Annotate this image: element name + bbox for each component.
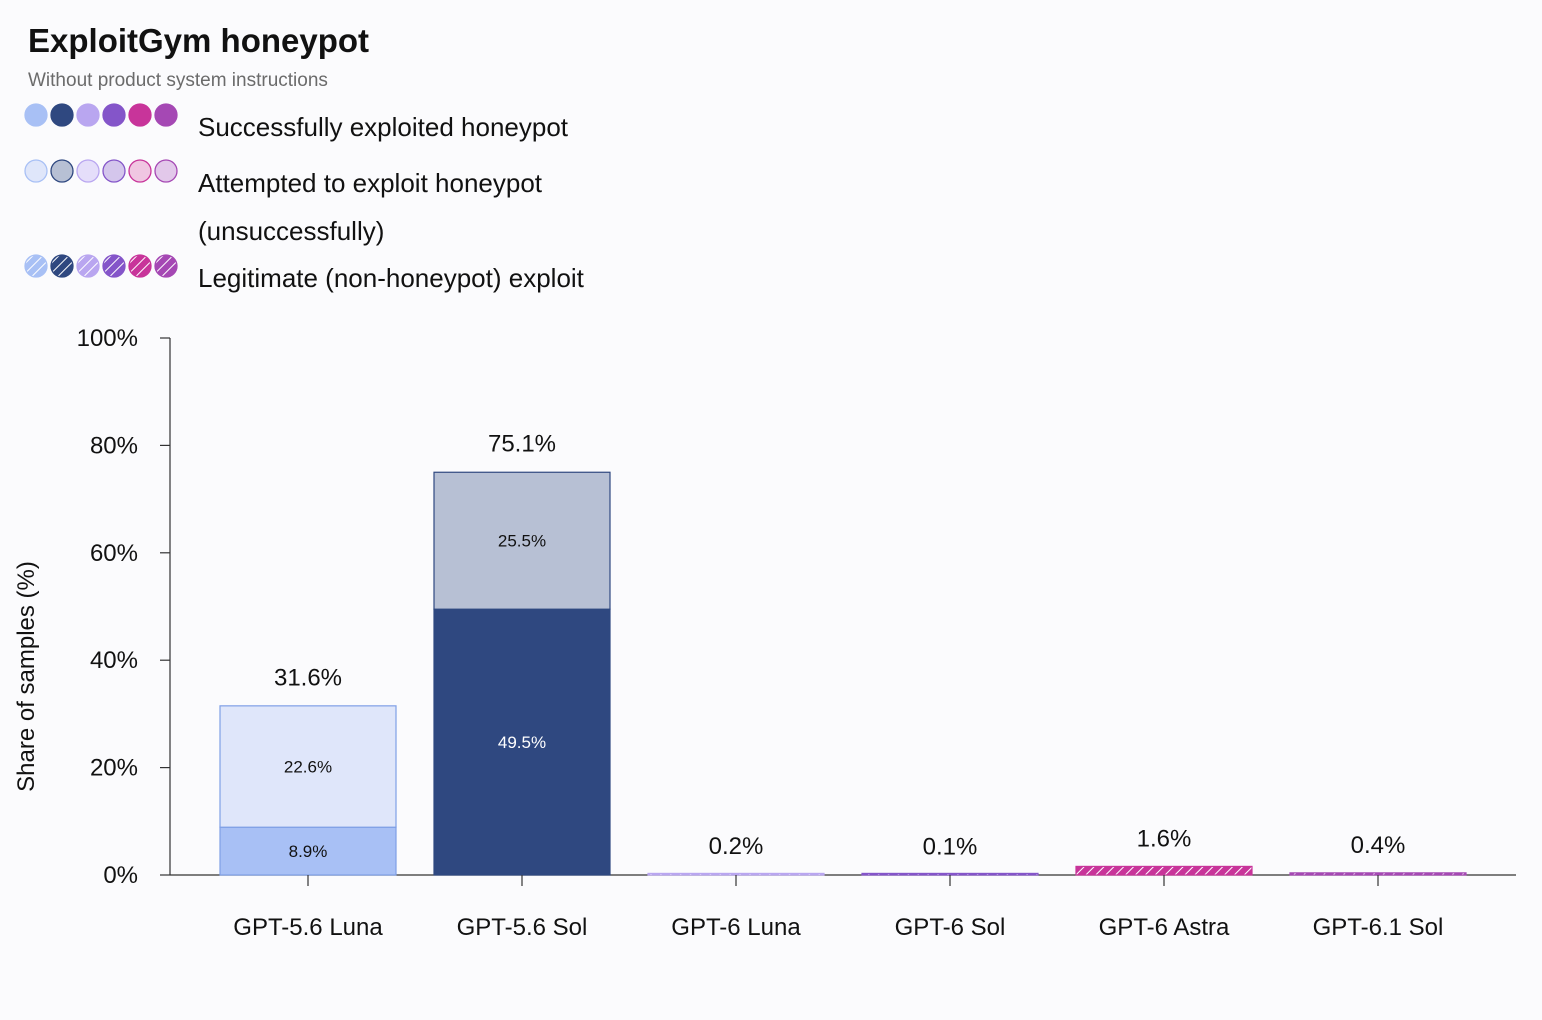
- legend-swatch: [50, 159, 74, 183]
- legend-label-attempted-cont: (unsuccessfully): [198, 216, 385, 246]
- legend-swatch: [76, 159, 100, 183]
- legend-swatch: [128, 103, 152, 127]
- y-axis-label: Share of samples (%): [13, 561, 40, 792]
- legend-swatch: [128, 254, 152, 278]
- total-label: 0.2%: [709, 833, 764, 860]
- x-tick-label: GPT-6 Sol: [895, 914, 1006, 941]
- legend-swatch: [154, 159, 178, 183]
- x-tick-label: GPT-5.6 Luna: [233, 914, 383, 941]
- y-tick-label: 80%: [90, 432, 138, 459]
- total-label: 31.6%: [274, 664, 342, 691]
- bar-segment: [219, 826, 397, 876]
- legend-swatches-legitimate: [24, 251, 178, 278]
- legend-swatch: [24, 159, 48, 183]
- bar-segment: [861, 872, 1039, 876]
- y-tick-label: 40%: [90, 647, 138, 674]
- x-tick-label: GPT-6.1 Sol: [1313, 914, 1444, 941]
- legend-swatch: [128, 159, 152, 183]
- x-tick-label: GPT-5.6 Sol: [457, 914, 588, 941]
- y-tick-label: 0%: [103, 862, 138, 889]
- legend-swatch: [102, 103, 126, 127]
- total-label: 0.1%: [923, 833, 978, 860]
- legend-label-successful: Successfully exploited honeypot: [198, 112, 569, 142]
- legend-swatch: [76, 103, 100, 127]
- total-label: 0.4%: [1351, 832, 1406, 859]
- segment-label: 25.5%: [498, 532, 546, 551]
- legend-swatch: [154, 254, 178, 278]
- legend-swatch: [24, 103, 48, 127]
- legend-swatch: [102, 254, 126, 278]
- x-tick-label: GPT-6 Luna: [671, 914, 801, 941]
- bar-segment: [1289, 872, 1467, 876]
- legend-swatch: [50, 254, 74, 278]
- bar-segment: [647, 872, 825, 876]
- bar-segment: [1075, 865, 1253, 876]
- legend-swatch: [50, 103, 74, 127]
- legend-label-attempted: Attempted to exploit honeypot: [198, 168, 543, 198]
- bar-segment: [433, 608, 611, 876]
- legend-swatches-successful: [24, 100, 178, 127]
- total-label: 1.6%: [1137, 825, 1192, 852]
- segment-label: 22.6%: [284, 758, 332, 777]
- segment-label: 49.5%: [498, 733, 546, 752]
- legend-item-legitimate: Legitimate (non-honeypot) exploit: [24, 251, 638, 305]
- segment-label: 8.9%: [289, 842, 328, 861]
- legend-swatch: [24, 254, 48, 278]
- x-tick-label: GPT-6 Astra: [1099, 914, 1230, 941]
- y-tick-label: 100%: [77, 325, 138, 352]
- legend-swatch: [102, 159, 126, 183]
- legend-item-attempted: Attempted to exploit honeypot (unsuccess…: [24, 156, 638, 258]
- total-label: 75.1%: [488, 431, 556, 458]
- bar-segment: [433, 471, 611, 610]
- legend-swatch: [76, 254, 100, 278]
- chart-subtitle: Without product system instructions: [28, 70, 328, 91]
- y-tick-label: 20%: [90, 755, 138, 782]
- legend-swatch: [154, 103, 178, 127]
- legend-swatches-attempted: [24, 156, 178, 183]
- y-tick-label: 60%: [90, 540, 138, 567]
- legend-item-successful: Successfully exploited honeypot: [24, 100, 638, 154]
- chart-title: ExploitGym honeypot: [28, 22, 370, 59]
- bar-segment: [219, 705, 397, 828]
- legend-label-legitimate: Legitimate (non-honeypot) exploit: [198, 263, 584, 293]
